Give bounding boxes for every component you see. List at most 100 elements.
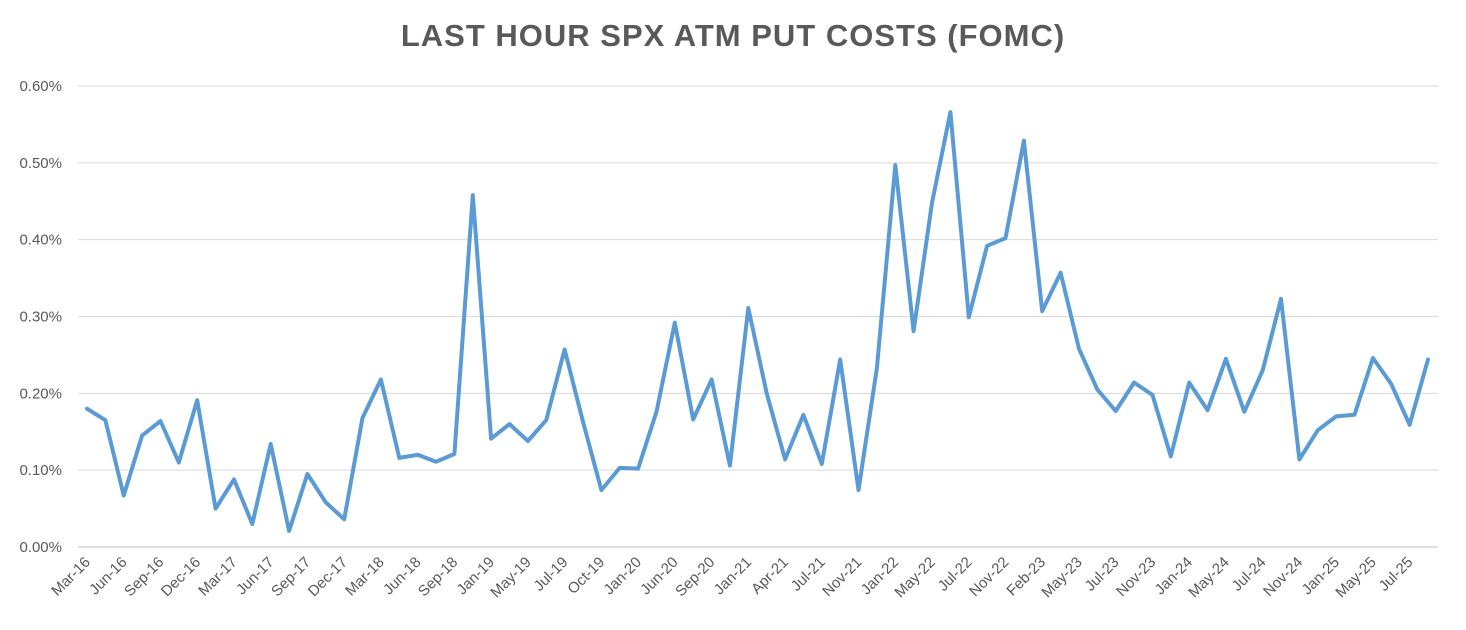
x-tick-label: May-23 [1038,554,1085,601]
data-point [287,529,291,533]
data-point [1389,382,1393,386]
x-tick-label: May-24 [1185,554,1232,601]
x-tick-label: Dec-16 [158,554,204,600]
y-tick-label: 0.50% [19,155,62,172]
data-point [1316,428,1320,432]
y-tick-label: 0.10% [19,462,62,479]
x-tick-label: Apr-21 [748,554,792,598]
data-point [655,410,659,414]
series-line [85,110,1430,533]
x-tick-label: Jan-20 [600,554,644,598]
data-point [1426,358,1430,362]
data-point [434,460,438,464]
data-point [85,407,89,411]
data-point [1408,423,1412,427]
data-point [1224,357,1228,361]
x-tick-label: May-25 [1332,554,1379,601]
data-point [691,418,695,422]
data-point [1095,388,1099,392]
x-tick-label: Sep-18 [415,554,461,600]
data-point [765,391,769,395]
y-tick-label: 0.30% [19,309,62,326]
x-tick-label: Jul-25 [1376,554,1417,595]
data-point [728,464,732,468]
x-tick-label: Sep-16 [121,554,167,600]
x-tick-label: Oct-19 [564,554,608,598]
data-point [471,193,475,197]
x-tick-label: Mar-17 [195,554,241,600]
x-tick-label: Nov-23 [1113,554,1159,600]
data-point [599,488,603,492]
data-point [1206,408,1210,412]
data-point [1261,368,1265,372]
data-point [269,442,273,446]
data-point [1353,413,1357,417]
data-point [746,306,750,310]
data-point [232,477,236,481]
x-tick-label: Mar-16 [48,554,94,600]
x-tick-label: Jul-19 [531,554,572,595]
data-point [820,462,824,466]
data-point [636,467,640,471]
y-tick-label: 0.40% [19,232,62,249]
data-point [710,378,714,382]
y-tick-label: 0.20% [19,385,62,402]
data-point [1022,139,1026,143]
data-point [103,418,107,422]
data-point [857,488,861,492]
data-point [305,472,309,476]
data-point [1187,381,1191,385]
x-tick-label: May-22 [891,554,938,601]
x-tick-label: Sep-20 [672,554,718,600]
x-tick-label: Mar-18 [342,554,388,600]
x-tick-label: May-19 [487,554,534,601]
data-point [452,452,456,456]
chart-title: LAST HOUR SPX ATM PUT COSTS (FOMC) [400,18,1066,53]
x-tick-label: Nov-24 [1260,554,1306,600]
data-point [1279,297,1283,301]
data-point [985,244,989,248]
data-point [195,398,199,402]
x-tick-label: Nov-22 [966,554,1012,600]
data-point [489,437,493,441]
data-point [122,494,126,498]
data-point [967,315,971,319]
data-point [214,507,218,511]
data-point [912,329,916,333]
x-tick-label: Nov-21 [819,554,865,600]
data-point [397,456,401,460]
data-point [801,413,805,417]
data-point [563,348,567,352]
data-point [526,439,530,443]
data-point [1132,381,1136,385]
data-point [324,500,328,504]
data-point [1334,414,1338,418]
data-point [581,420,585,424]
data-point [1297,457,1301,461]
data-point [159,419,163,423]
y-tick-label: 0.60% [19,78,62,95]
data-point [544,418,548,422]
data-point [948,110,952,114]
data-point [1151,393,1155,397]
data-point [1242,410,1246,414]
y-tick-label: 0.00% [19,539,62,556]
data-point [838,358,842,362]
data-point [673,321,677,325]
data-point [1059,271,1063,275]
data-point [1371,356,1375,360]
data-point [361,416,365,420]
x-tick-label: Sep-17 [268,554,314,600]
data-point [416,453,420,457]
x-tick-label: Jan-21 [711,554,755,598]
data-point [1114,409,1118,413]
data-point [930,201,934,205]
data-point [177,461,181,465]
data-point [1077,347,1081,351]
data-point [783,457,787,461]
data-point [140,434,144,438]
data-point [250,522,254,526]
data-point [508,422,512,426]
